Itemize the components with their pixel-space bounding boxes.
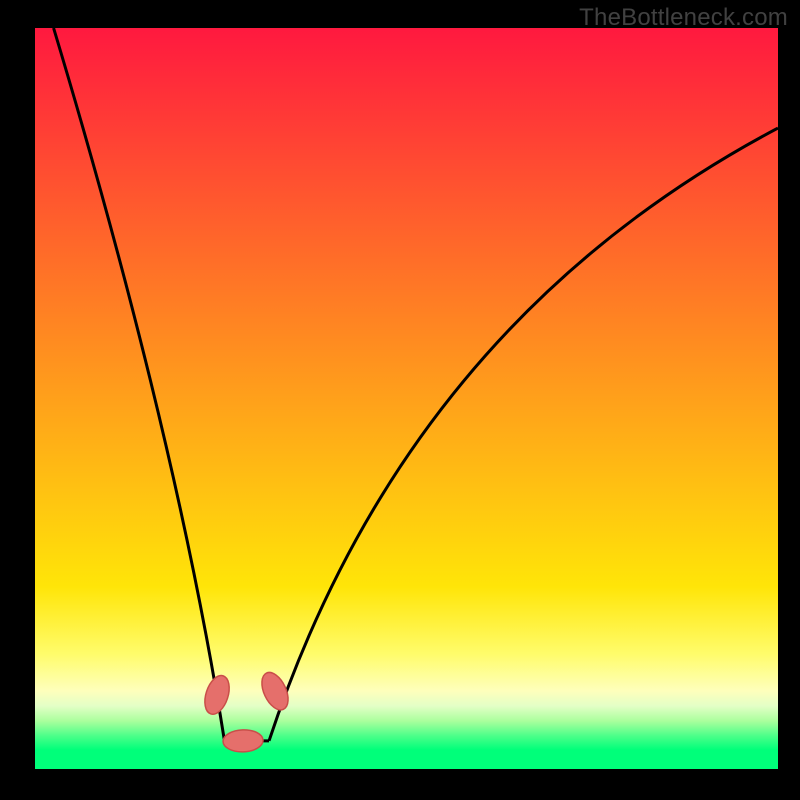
marker-0 [200, 672, 233, 717]
marker-2 [223, 729, 264, 752]
curve-left [54, 28, 225, 741]
curve-right [269, 128, 778, 741]
chart-svg [0, 0, 800, 800]
